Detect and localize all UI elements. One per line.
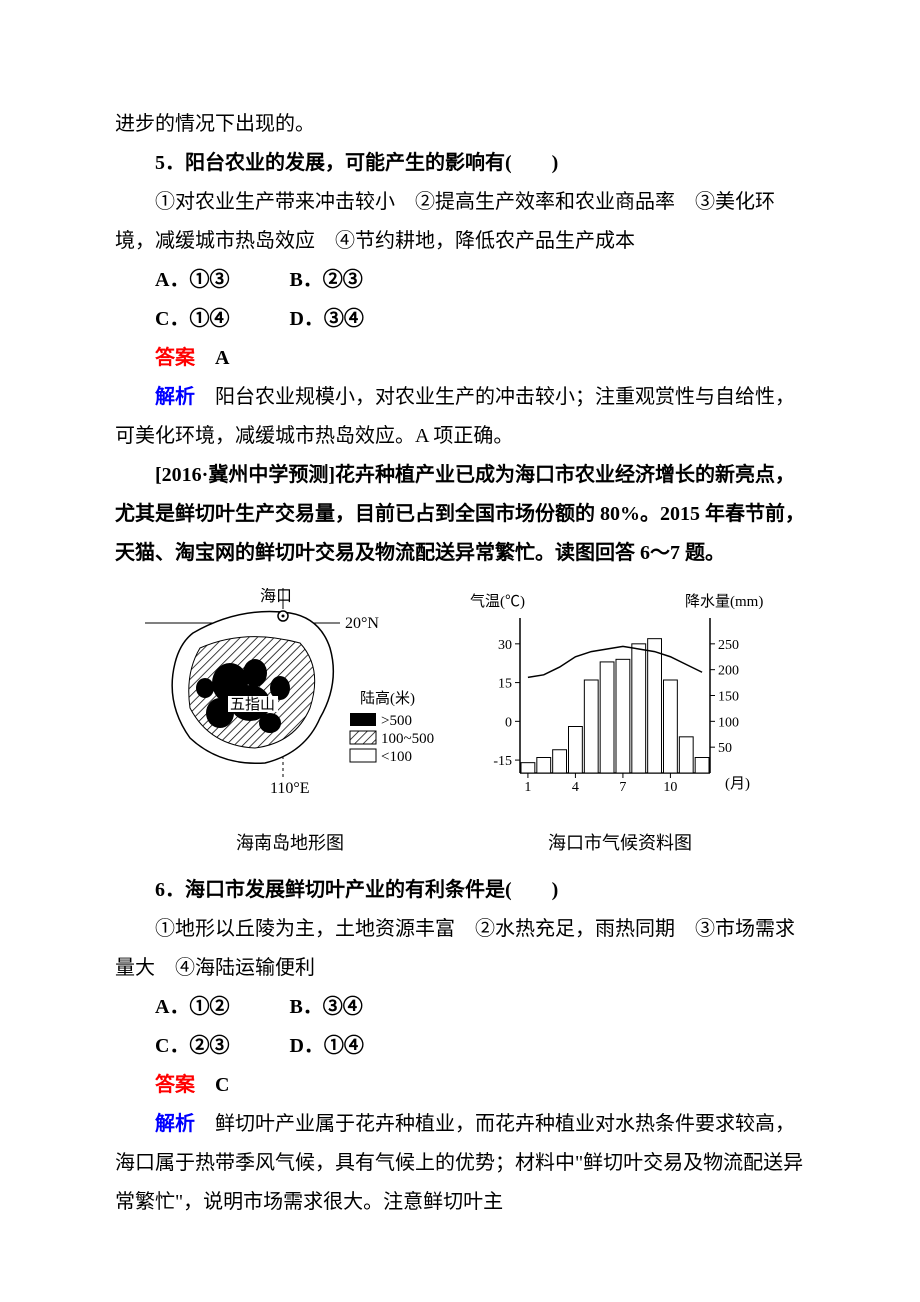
passage-source: [2016·冀州中学预测]	[155, 464, 335, 486]
svg-text:100: 100	[718, 715, 739, 730]
svg-text:7: 7	[619, 780, 626, 795]
q6-analysis-text: 鲜切叶产业属于花卉种植业，而花卉种植业对水热条件要求较高，海口属于热带季风气候，…	[115, 1113, 803, 1213]
q5-answer: 答案 A	[115, 339, 805, 378]
hainan-map-svg: 五指山 海口 20°N 110°E 陆高(米) >500 100~500 <10…	[145, 588, 435, 808]
q5-opt-b: B．②③	[289, 269, 362, 291]
intro-fragment: 进步的情况下出现的。	[115, 105, 805, 144]
q6-choices: ①地形以丘陵为主，土地资源丰富 ②水热充足，雨热同期 ③市场需求量大 ④海陆运输…	[115, 910, 805, 988]
q5-opt-d: D．③④	[289, 308, 363, 330]
q6-options-row2: C．②③ D．①④	[115, 1027, 805, 1066]
q5-stem: 5．阳台农业的发展，可能产生的影响有( )	[115, 144, 805, 183]
svg-text:250: 250	[718, 638, 739, 653]
q6-stem: 6．海口市发展鲜切叶产业的有利条件是( )	[115, 871, 805, 910]
map-figure: 五指山 海口 20°N 110°E 陆高(米) >500 100~500 <10…	[145, 588, 435, 861]
q5-opt-c: C．①④	[155, 308, 229, 330]
svg-text:-15: -15	[493, 754, 512, 769]
svg-text:30: 30	[498, 638, 512, 653]
legend-title: 陆高(米)	[360, 690, 415, 707]
q5-choices: ①对农业生产带来冲击较小 ②提高生产效率和农业商品率 ③美化环境，减缓城市热岛效…	[115, 183, 805, 261]
q5-options-row1: A．①③ B．②③	[115, 261, 805, 300]
svg-text:10: 10	[663, 780, 677, 795]
svg-text:0: 0	[505, 715, 512, 730]
answer-label: 答案	[155, 1074, 195, 1096]
q6-analysis: 解析 鲜切叶产业属于花卉种植业，而花卉种植业对水热条件要求较高，海口属于热带季风…	[115, 1105, 805, 1222]
q5-analysis: 解析 阳台农业规模小，对农业生产的冲击较小；注重观赏性与自给性，可美化环境，减缓…	[115, 378, 805, 456]
q5-options-row2: C．①④ D．③④	[115, 300, 805, 339]
q5-answer-value: A	[195, 347, 229, 369]
temp-axis-label: 气温(℃)	[470, 593, 525, 610]
svg-text:1: 1	[524, 780, 531, 795]
haikou-label: 海口	[260, 588, 292, 605]
passage: [2016·冀州中学预测]花卉种植产业已成为海口市农业经济增长的新亮点，尤其是鲜…	[115, 456, 805, 573]
climate-caption: 海口市气候资料图	[465, 826, 775, 861]
precip-axis-label: 降水量(mm)	[685, 593, 763, 610]
figure-container: 五指山 海口 20°N 110°E 陆高(米) >500 100~500 <10…	[115, 588, 805, 861]
answer-label: 答案	[155, 347, 195, 369]
legend-3: <100	[381, 749, 412, 765]
svg-text:15: 15	[498, 677, 512, 692]
svg-text:4: 4	[572, 780, 579, 795]
q5-opt-a: A．①③	[155, 269, 229, 291]
svg-text:150: 150	[718, 690, 739, 705]
q6-opt-d: D．①④	[289, 1035, 363, 1057]
lat-label: 20°N	[345, 615, 379, 632]
q6-answer: 答案 C	[115, 1066, 805, 1105]
analysis-label: 解析	[155, 386, 195, 408]
climate-chart-svg: 气温(℃) 降水量(mm) 30150-15 25020015010050 14…	[465, 588, 775, 808]
svg-text:50: 50	[718, 741, 732, 756]
wuzhishan-label: 五指山	[230, 696, 275, 713]
q6-opt-c: C．②③	[155, 1035, 229, 1057]
map-caption: 海南岛地形图	[145, 826, 435, 861]
q6-opt-b: B．③④	[289, 996, 362, 1018]
legend-1: >500	[381, 713, 412, 729]
svg-text:200: 200	[718, 664, 739, 679]
q6-options-row1: A．①② B．③④	[115, 988, 805, 1027]
q6-opt-a: A．①②	[155, 996, 229, 1018]
analysis-label: 解析	[155, 1113, 195, 1135]
x-axis-label: (月)	[725, 776, 750, 792]
q6-answer-value: C	[195, 1074, 229, 1096]
climate-figure: 气温(℃) 降水量(mm) 30150-15 25020015010050 14…	[465, 588, 775, 861]
lon-label: 110°E	[270, 780, 310, 797]
legend-2: 100~500	[381, 731, 434, 747]
q5-analysis-text: 阳台农业规模小，对农业生产的冲击较小；注重观赏性与自给性，可美化环境，减缓城市热…	[115, 386, 795, 447]
